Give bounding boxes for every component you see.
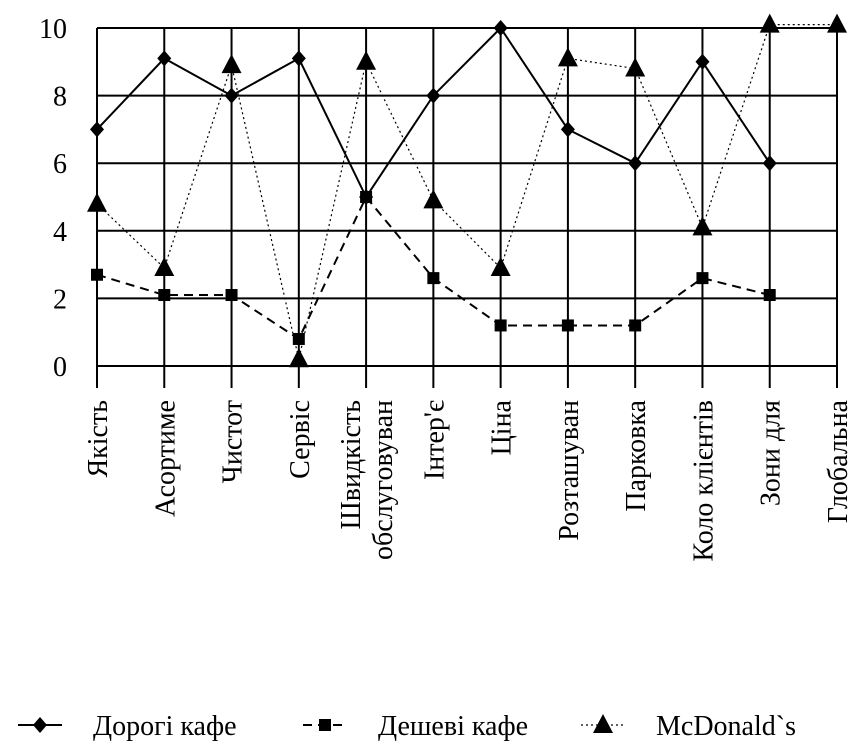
data-point-series-2 [360, 191, 373, 203]
data-point-series-1 [560, 121, 575, 138]
x-tick-label: Асортиме [150, 400, 181, 517]
x-tick-label: Чистот [218, 400, 249, 483]
data-point-series-3 [490, 256, 511, 276]
data-point-series-3 [87, 192, 107, 212]
legend-item: Дорогі кафе [18, 711, 237, 742]
data-point-series-1 [224, 87, 239, 104]
y-tick-labels: 0 2 4 6 8 10 [39, 14, 67, 383]
y-tick-label: 2 [53, 284, 67, 315]
x-tick-label-line: обслуговуван [368, 400, 399, 560]
data-point-series-1 [695, 53, 710, 70]
legend: Дорогі кафе Дешеві кафе McDonald`s [18, 711, 796, 742]
x-tick-label-line: Ціна [487, 399, 518, 455]
data-point-series-3 [827, 13, 847, 33]
data-point-series-3 [288, 348, 309, 368]
data-point-series-3 [625, 57, 646, 77]
data-point-series-1 [291, 50, 306, 67]
data-point-series-3 [154, 256, 175, 276]
x-tick-label: Коло клієнтів [688, 400, 719, 561]
data-point-series-1 [90, 121, 104, 138]
x-tick-label: Швидкість обслуговуван [336, 400, 399, 560]
legend-swatch-marker [33, 717, 47, 733]
legend-swatch-marker [593, 714, 613, 733]
x-tick-label: Зони для [756, 400, 787, 506]
legend-label: McDonald`s [656, 711, 796, 742]
data-point-series-2 [91, 268, 103, 281]
x-tick-label-line: Якість [83, 400, 114, 478]
y-tick-label: 4 [53, 217, 67, 248]
x-tick-label-line: Інтер'є [419, 400, 450, 480]
data-point-series-3 [692, 216, 713, 236]
data-point-series-1 [628, 155, 643, 172]
legend-label: Дешеві кафе [378, 711, 528, 742]
series-lines [96, 24, 837, 360]
x-tick-label-line: Швидкість [336, 400, 367, 530]
x-tick-label: Інтер'є [419, 400, 450, 480]
x-tick-label-line: Чистот [218, 400, 249, 483]
x-tick-label-line: Парковка [621, 399, 652, 511]
y-tick-label: 6 [53, 149, 67, 180]
data-point-series-3 [759, 13, 780, 33]
y-tick-label: 8 [53, 82, 67, 113]
x-tick-label-line: Розташуван [554, 400, 585, 541]
data-point-series-3 [557, 47, 578, 67]
data-point-series-1 [426, 87, 441, 104]
legend-swatch-marker [319, 719, 331, 731]
data-point-series-2 [292, 332, 305, 345]
data-point-series-2 [158, 289, 171, 302]
series-markers [87, 13, 847, 368]
y-tick-label: 0 [53, 352, 67, 383]
data-point-series-3 [423, 189, 444, 209]
legend-item: Дешеві кафе [303, 711, 528, 742]
data-point-series-3 [221, 54, 242, 74]
data-point-series-2 [225, 289, 238, 302]
x-tick-label-line: Асортиме [150, 400, 181, 517]
data-point-series-2 [561, 319, 574, 332]
data-point-series-2 [629, 319, 642, 332]
data-point-series-2 [494, 319, 507, 332]
data-point-series-2 [696, 272, 709, 285]
legend-label: Дорогі кафе [93, 711, 237, 742]
x-tick-labels: Якість Асортиме Чистот Сервіс Швидкість обслу… [83, 399, 854, 561]
data-point-series-2 [763, 289, 776, 302]
data-point-series-1 [762, 155, 777, 172]
x-tick-label: Ціна [487, 399, 518, 455]
x-tick-label-line: Глобальна [823, 399, 854, 523]
x-tick-label-line: Сервіс [285, 400, 316, 479]
x-tick-label: Парковка [621, 399, 652, 511]
data-point-series-1 [157, 50, 172, 67]
x-tick-label: Якість [83, 400, 114, 478]
x-tick-label: Розташуван [554, 400, 585, 541]
x-tick-label-line: Коло клієнтів [688, 400, 719, 561]
x-tick-label-line: Зони для [756, 400, 787, 506]
data-point-series-3 [356, 50, 377, 70]
x-tick-label: Глобальна [823, 399, 854, 523]
legend-item: McDonald`s [581, 711, 796, 742]
x-tick-label: Сервіс [285, 400, 316, 479]
y-tick-label: 10 [39, 14, 67, 45]
data-point-series-1 [493, 20, 508, 36]
series-line-3 [96, 24, 837, 360]
data-point-series-2 [427, 272, 440, 285]
